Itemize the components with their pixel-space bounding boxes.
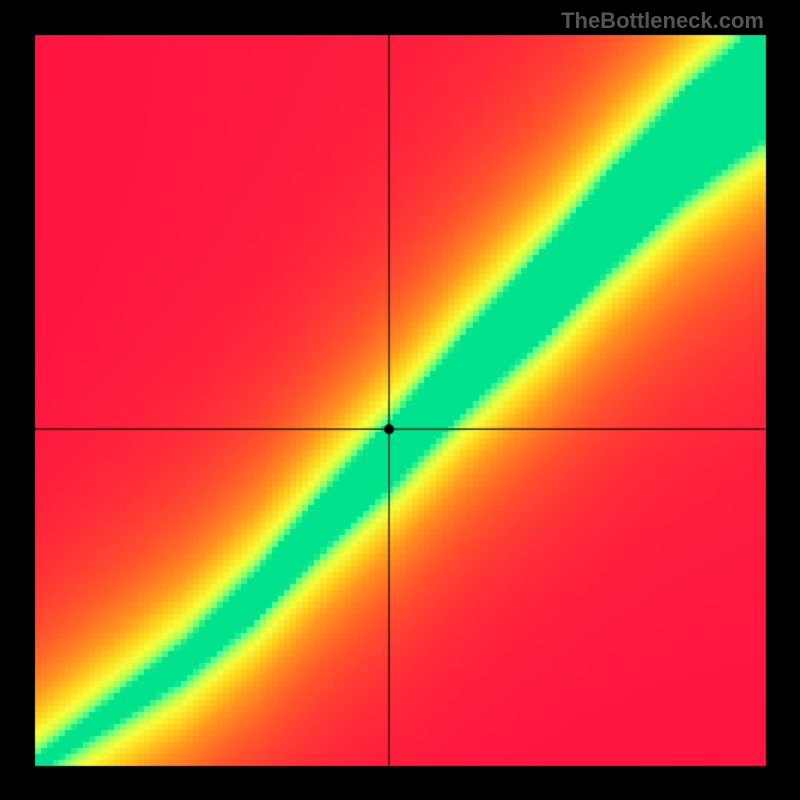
watermark-text: TheBottleneck.com <box>561 8 764 34</box>
chart-container: TheBottleneck.com <box>0 0 800 800</box>
bottleneck-heatmap <box>0 0 800 800</box>
